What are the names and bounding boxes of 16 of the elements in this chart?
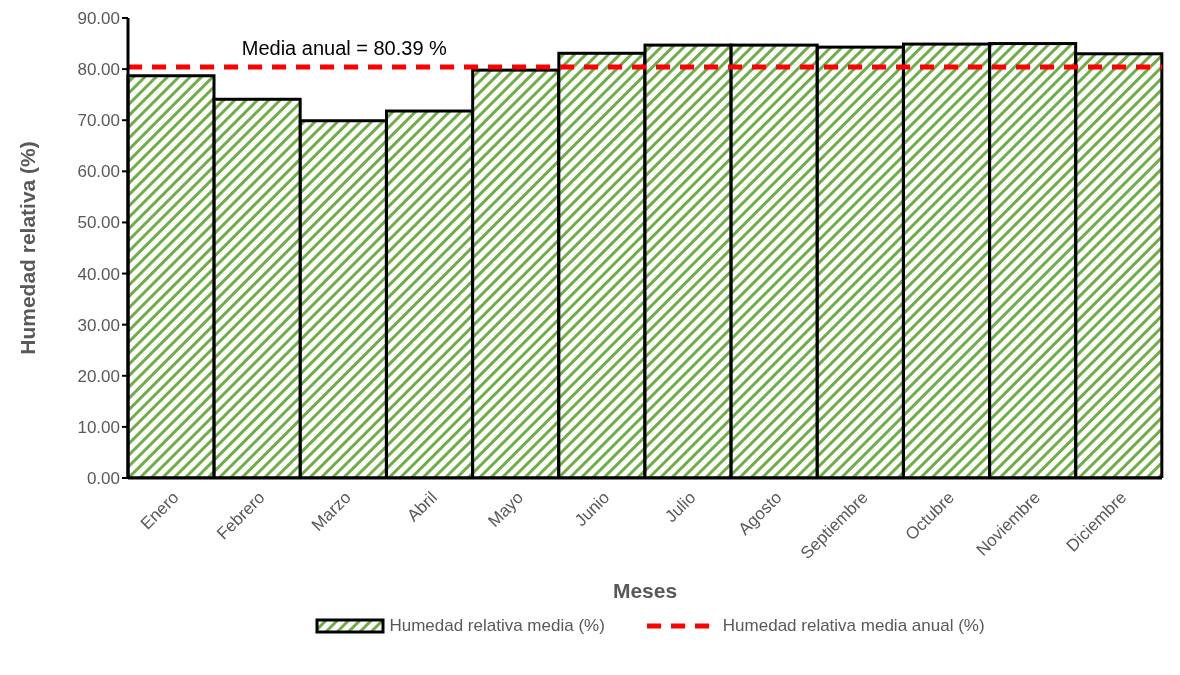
x-axis-title: Meses bbox=[612, 579, 678, 602]
y-tick-label: 60.00 bbox=[77, 162, 120, 182]
legend-label: Humedad relativa media (%) bbox=[389, 616, 605, 636]
x-tick-label: Julio bbox=[661, 487, 700, 527]
y-tick-label: 30.00 bbox=[77, 315, 120, 335]
annotation: Media anual = 80.39 % bbox=[241, 37, 448, 60]
y-tick-label: 40.00 bbox=[77, 264, 120, 284]
y-tick-label: 80.00 bbox=[77, 60, 120, 80]
y-tick-label: 20.00 bbox=[77, 366, 120, 386]
y-tick-label: 90.00 bbox=[77, 9, 120, 29]
y-tick-label: 50.00 bbox=[77, 213, 120, 233]
y-tick-label: 10.00 bbox=[77, 417, 120, 437]
legend-label: Humedad relativa media anual (%) bbox=[722, 616, 985, 636]
y-axis-title: Humedad relativa (%) bbox=[16, 141, 40, 355]
y-tick-label: 0.00 bbox=[86, 469, 120, 489]
y-tick-label: 70.00 bbox=[77, 111, 120, 131]
